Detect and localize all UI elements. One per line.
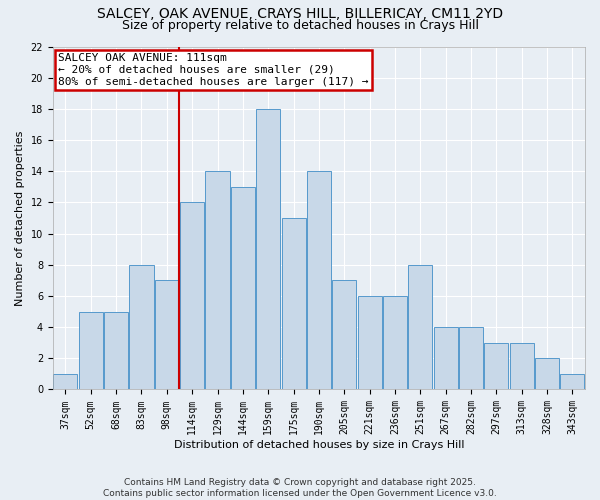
Bar	[180, 202, 204, 390]
Bar	[53, 374, 77, 390]
Bar	[307, 171, 331, 390]
Bar	[484, 342, 508, 390]
Bar	[231, 187, 255, 390]
Text: Size of property relative to detached houses in Crays Hill: Size of property relative to detached ho…	[121, 18, 479, 32]
Bar	[358, 296, 382, 390]
Bar	[383, 296, 407, 390]
Bar	[434, 327, 458, 390]
Text: SALCEY, OAK AVENUE, CRAYS HILL, BILLERICAY, CM11 2YD: SALCEY, OAK AVENUE, CRAYS HILL, BILLERIC…	[97, 8, 503, 22]
Bar	[79, 312, 103, 390]
Bar	[560, 374, 584, 390]
Bar	[104, 312, 128, 390]
Bar	[130, 265, 154, 390]
X-axis label: Distribution of detached houses by size in Crays Hill: Distribution of detached houses by size …	[173, 440, 464, 450]
Bar	[281, 218, 305, 390]
Bar	[205, 171, 230, 390]
Bar	[535, 358, 559, 390]
Bar	[155, 280, 179, 390]
Text: Contains HM Land Registry data © Crown copyright and database right 2025.
Contai: Contains HM Land Registry data © Crown c…	[103, 478, 497, 498]
Bar	[509, 342, 533, 390]
Bar	[408, 265, 433, 390]
Bar	[332, 280, 356, 390]
Text: SALCEY OAK AVENUE: 111sqm
← 20% of detached houses are smaller (29)
80% of semi-: SALCEY OAK AVENUE: 111sqm ← 20% of detac…	[58, 54, 368, 86]
Y-axis label: Number of detached properties: Number of detached properties	[15, 130, 25, 306]
Bar	[256, 109, 280, 390]
Bar	[459, 327, 483, 390]
